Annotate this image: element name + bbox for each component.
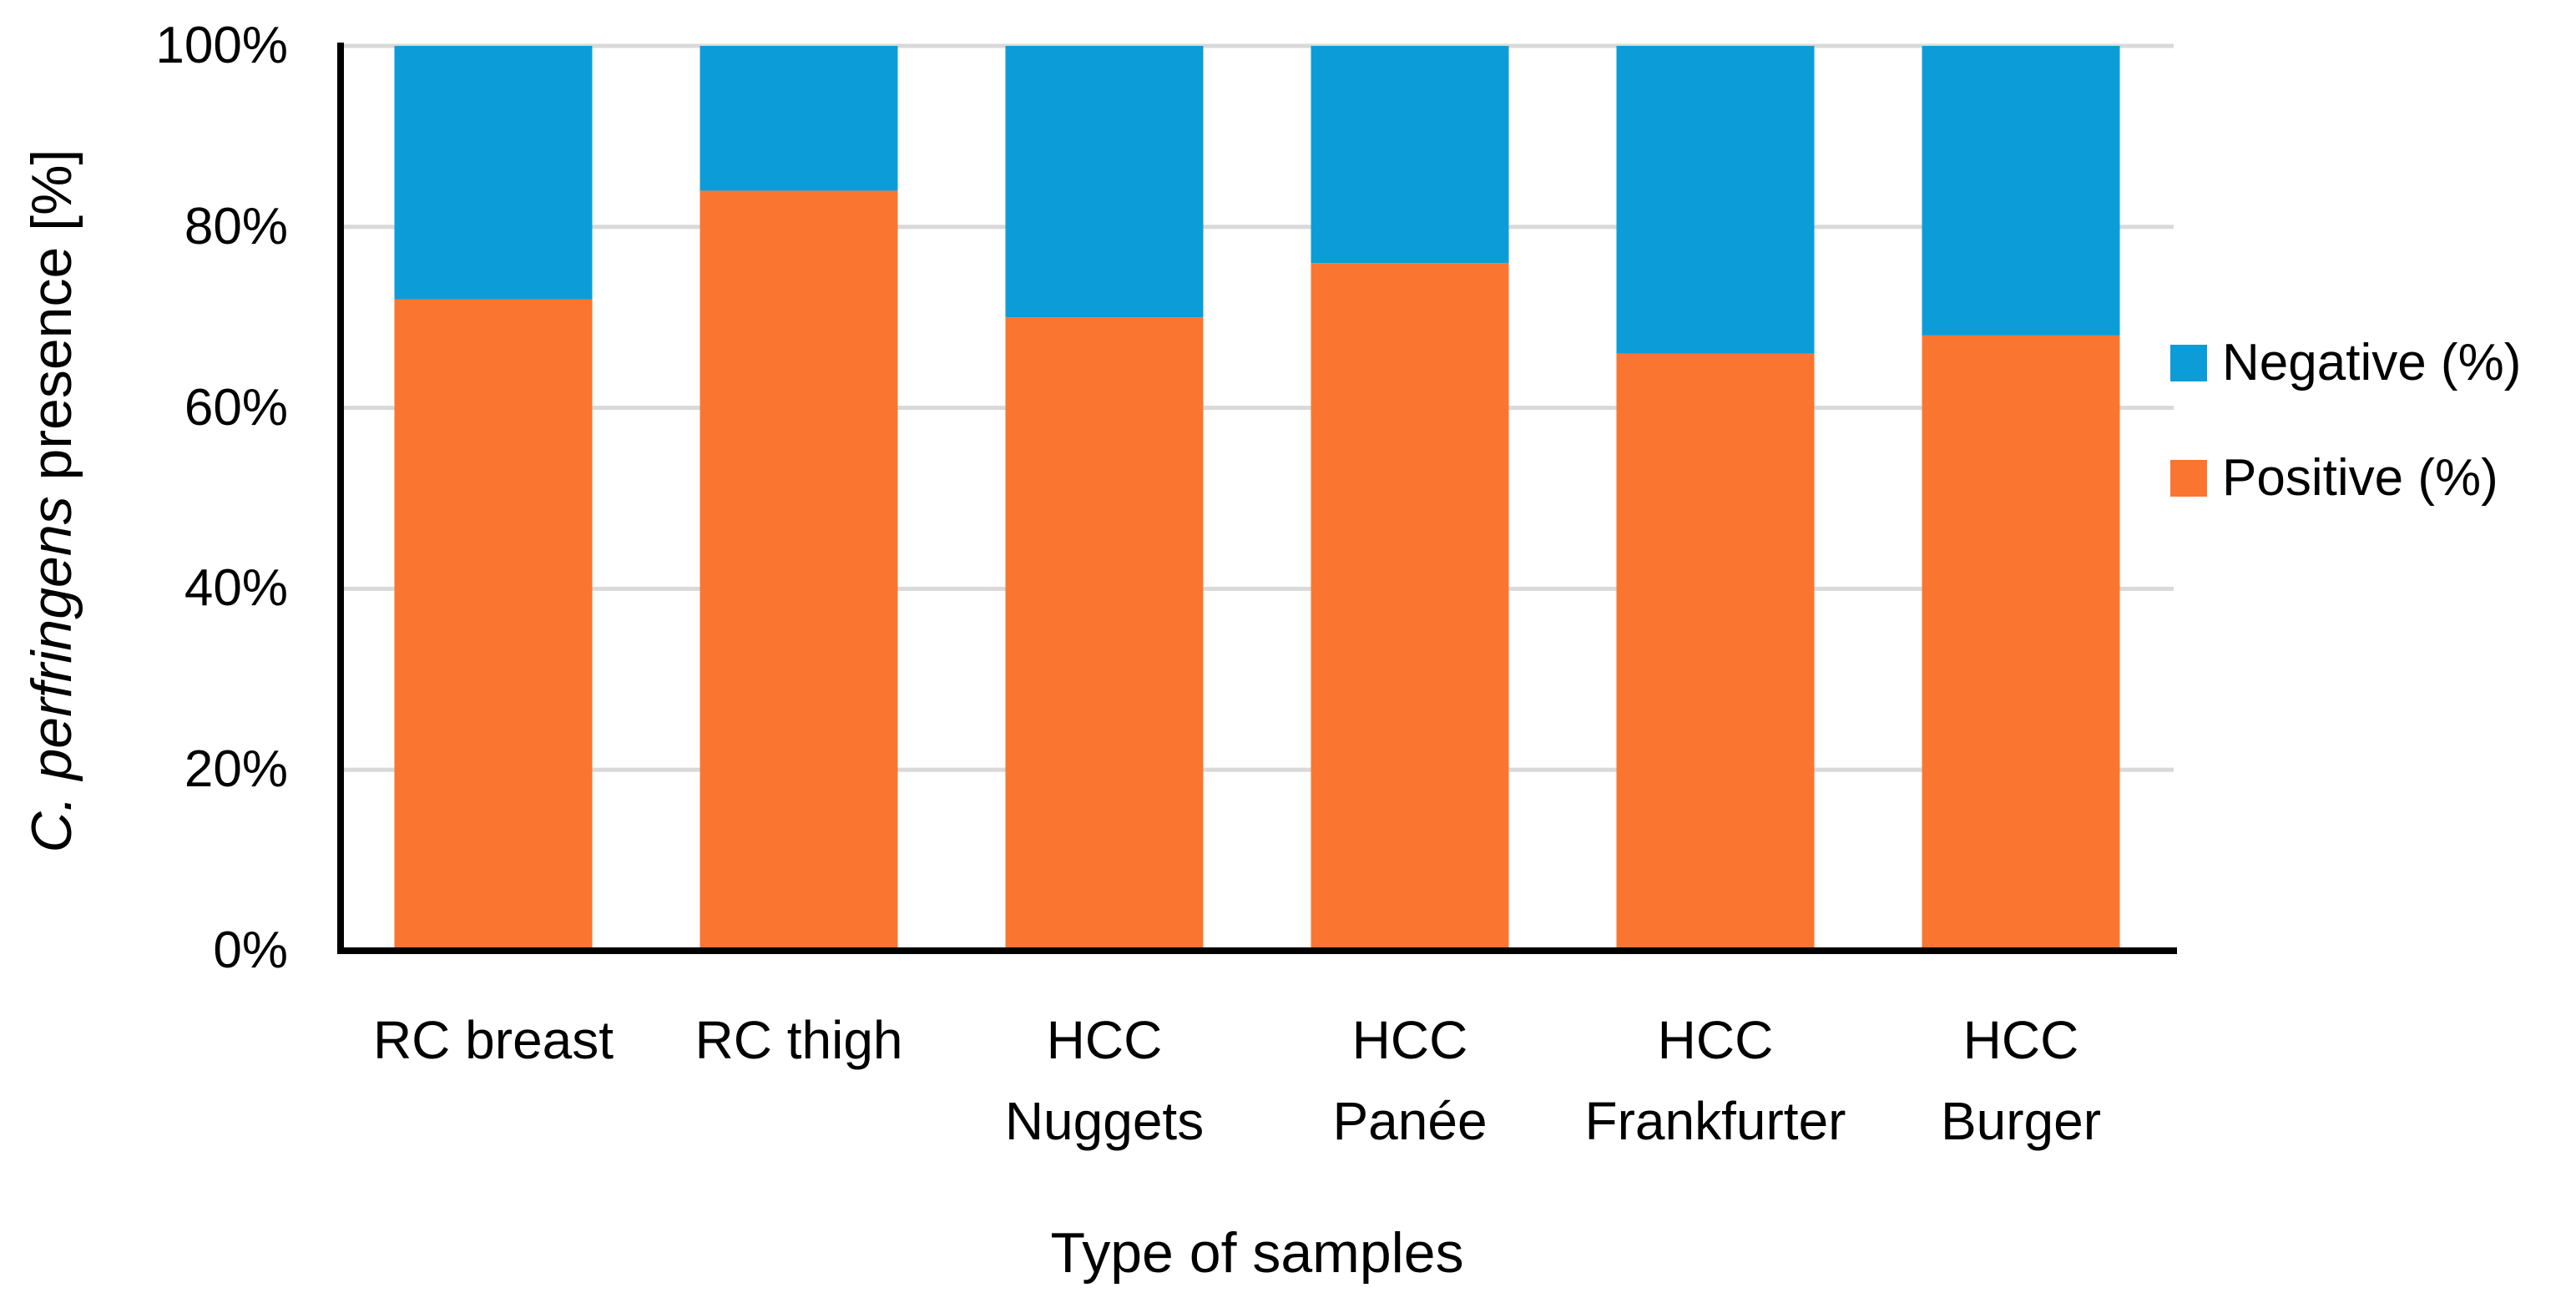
x-axis-line <box>337 947 2177 954</box>
bar-segment-negative <box>394 46 593 300</box>
x-axis-title: Type of samples <box>1050 1221 1464 1285</box>
legend-item-negative: Negative (%) <box>2170 332 2521 394</box>
bar-segment-negative <box>1616 46 1815 354</box>
x-category-label: HCC Nuggets <box>887 1000 1321 1162</box>
y-tick-label: 80% <box>184 197 288 255</box>
bar-segment-negative <box>1922 46 2120 336</box>
x-category-label: HCC Frankfurter <box>1498 1000 1932 1162</box>
gridline <box>341 406 2174 411</box>
bar-segment-positive <box>1616 353 1815 951</box>
bar-segment-positive <box>1311 263 1509 951</box>
x-category-label-line: HCC <box>1046 1010 1163 1070</box>
gridline <box>341 225 2174 230</box>
x-category-label: HCC Burger <box>1804 1000 2238 1162</box>
x-category-label-line: RC breast <box>372 1010 614 1070</box>
bar-segment-positive <box>1005 317 1204 951</box>
gridline <box>341 767 2174 772</box>
y-tick-label: 40% <box>184 559 288 618</box>
bar-segment-negative <box>1005 46 1204 318</box>
x-category-label-line: HCC <box>1351 1010 1468 1070</box>
y-axis-title-species: C. perfringens <box>20 496 83 853</box>
bar-segment-negative <box>1311 46 1509 264</box>
x-category-label-line: RC thigh <box>695 1010 903 1070</box>
legend-swatch-positive-icon <box>2170 460 2207 497</box>
legend-item-positive: Positive (%) <box>2170 447 2521 509</box>
x-category-label-line: Nuggets <box>1004 1091 1205 1151</box>
legend-swatch-negative-icon <box>2170 345 2207 381</box>
bar-segment-positive <box>1922 335 2120 951</box>
gridline <box>341 586 2174 591</box>
gridline <box>341 43 2174 48</box>
y-tick-label: 100% <box>155 17 288 74</box>
x-category-label-line: Frankfurter <box>1584 1091 1846 1151</box>
legend-label-positive: Positive (%) <box>2222 449 2498 507</box>
bar-segment-negative <box>700 46 898 191</box>
legend: Negative (%) Positive (%) <box>2170 332 2521 563</box>
x-category-label-line: HCC <box>1657 1010 1774 1070</box>
legend-label-negative: Negative (%) <box>2222 334 2522 391</box>
x-category-label-line: Panée <box>1332 1091 1488 1151</box>
y-tick-label: 60% <box>184 378 288 437</box>
x-category-label: HCC Panée <box>1193 1000 1627 1162</box>
y-axis-line <box>337 43 344 954</box>
x-category-label: RC thigh <box>582 1000 1016 1081</box>
bar-segment-positive <box>394 299 593 951</box>
bar-segment-positive <box>700 190 898 951</box>
y-tick-label: 0% <box>213 922 288 979</box>
x-category-label-line: HCC <box>1962 1010 2079 1070</box>
x-category-label: RC breast <box>276 1000 710 1081</box>
x-category-label-line: Burger <box>1940 1091 2102 1151</box>
y-tick-label: 20% <box>184 740 288 799</box>
